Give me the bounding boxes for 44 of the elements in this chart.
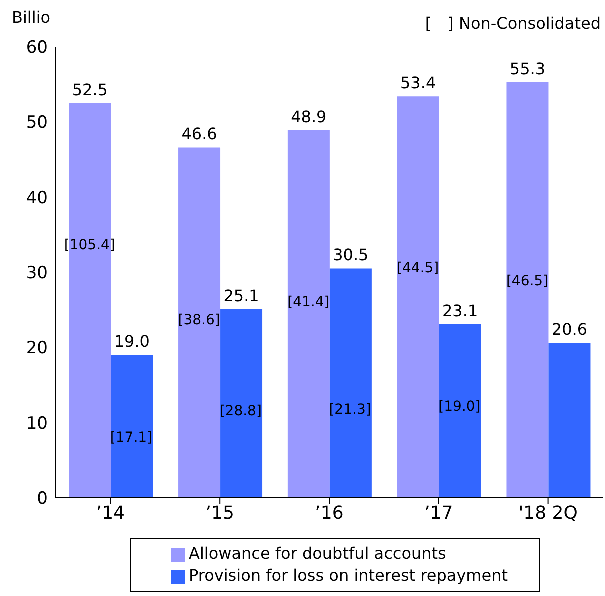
y-tick-label: 0: [37, 489, 48, 510]
bar: [330, 268, 372, 498]
bar: [288, 130, 330, 498]
data-label: 48.9: [291, 107, 327, 126]
bar: [506, 82, 549, 498]
x-tick-label: ’16: [315, 502, 344, 524]
annotation: [41.4]: [288, 294, 330, 311]
data-label: 19.0: [114, 332, 150, 352]
data-label: 55.3: [510, 59, 546, 78]
data-label: 23.1: [442, 301, 478, 320]
legend-label: Provision for loss on interest repayment: [189, 566, 508, 585]
x-tick-label: ’14: [96, 502, 126, 524]
legend-label: Allowance for doubtful accounts: [189, 544, 446, 563]
annotation: [105.4]: [64, 237, 116, 254]
y-tick-label: 20: [26, 338, 48, 359]
annotation: [46.5]: [506, 274, 549, 290]
annotation: [19.0]: [438, 399, 481, 416]
y-tick-label: 30: [26, 264, 48, 284]
y-axis-title: Billio: [12, 8, 51, 27]
annotation: [28.8]: [220, 404, 262, 420]
x-tick-label: '18 2Q: [518, 502, 578, 524]
bar: [178, 148, 221, 498]
y-tick-label: 10: [26, 414, 48, 434]
x-tick-label: ’15: [206, 502, 234, 524]
data-label: 25.1: [224, 286, 260, 306]
bar: [548, 343, 591, 498]
data-label: 52.5: [72, 80, 108, 100]
data-label: 30.5: [333, 246, 369, 265]
annotation: [38.6]: [178, 312, 220, 329]
y-tick-label: 60: [26, 38, 48, 58]
text: [ ] Non-Consolidated: [425, 14, 601, 35]
data-label: 46.6: [182, 124, 218, 144]
annotation: [17.1]: [110, 430, 153, 446]
bar: [397, 96, 440, 498]
annotation: [21.3]: [329, 402, 372, 418]
bar: [220, 309, 263, 498]
x-tick-label: ’17: [424, 502, 454, 524]
data-label: 53.4: [400, 74, 436, 93]
data-label: 20.6: [552, 320, 588, 340]
y-tick-label: 40: [26, 188, 48, 208]
annotation: [44.5]: [397, 260, 440, 277]
bar: [111, 355, 154, 498]
y-tick-label: 50: [26, 113, 48, 134]
bar: [439, 324, 482, 498]
